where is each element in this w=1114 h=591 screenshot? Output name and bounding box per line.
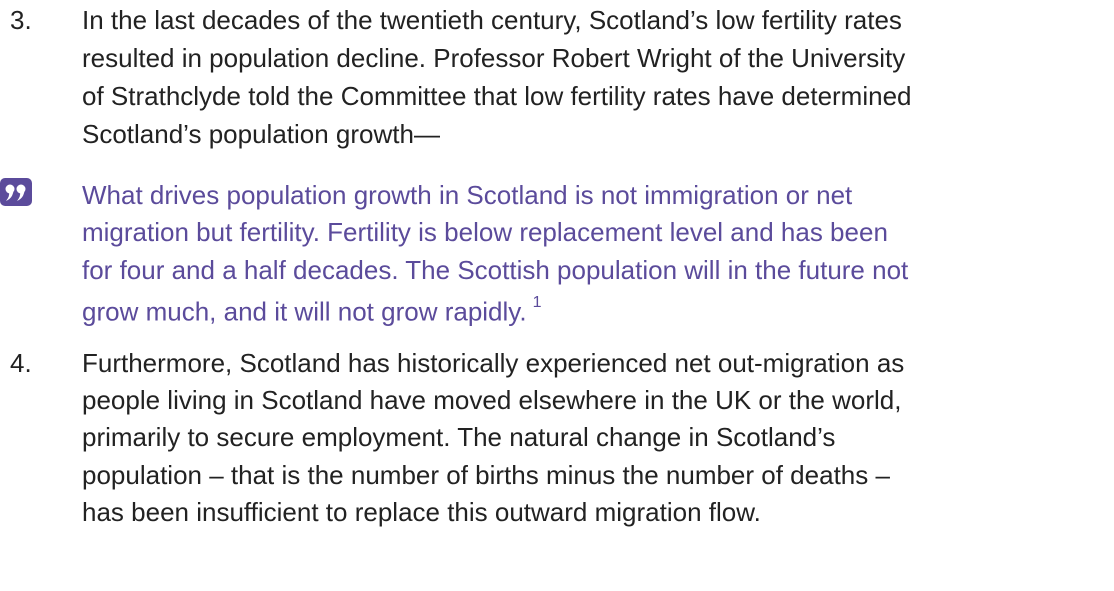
footnote-marker: 1 <box>532 294 542 311</box>
paragraph-number: 3. <box>10 5 32 35</box>
paragraph-line: Furthermore, Scotland has historically e… <box>82 348 905 378</box>
paragraph-line: has been insufficient to replace this ou… <box>82 497 761 527</box>
paragraph-line: resulted in population decline. Professo… <box>82 43 906 73</box>
quote-line: grow much, and it will not grow rapidly.… <box>82 288 542 331</box>
quote-line: for four and a half decades. The Scottis… <box>82 255 909 285</box>
paragraph-line: people living in Scotland have moved els… <box>82 385 902 415</box>
paragraph-line: population – that is the number of birth… <box>82 460 890 490</box>
quote-text: grow much, and it will not grow rapidly. <box>82 296 527 327</box>
paragraph-line: primarily to secure employment. The natu… <box>82 422 836 452</box>
paragraph-line: In the last decades of the twentieth cen… <box>82 5 902 35</box>
quote-icon <box>0 178 32 206</box>
quote-line: What drives population growth in Scotlan… <box>82 180 853 210</box>
paragraph-line: Scotland’s population growth— <box>82 119 440 149</box>
paragraph-line: of Strathclyde told the Committee that l… <box>82 81 912 111</box>
quote-line: migration but fertility. Fertility is be… <box>82 217 888 247</box>
paragraph-number: 4. <box>10 348 32 378</box>
